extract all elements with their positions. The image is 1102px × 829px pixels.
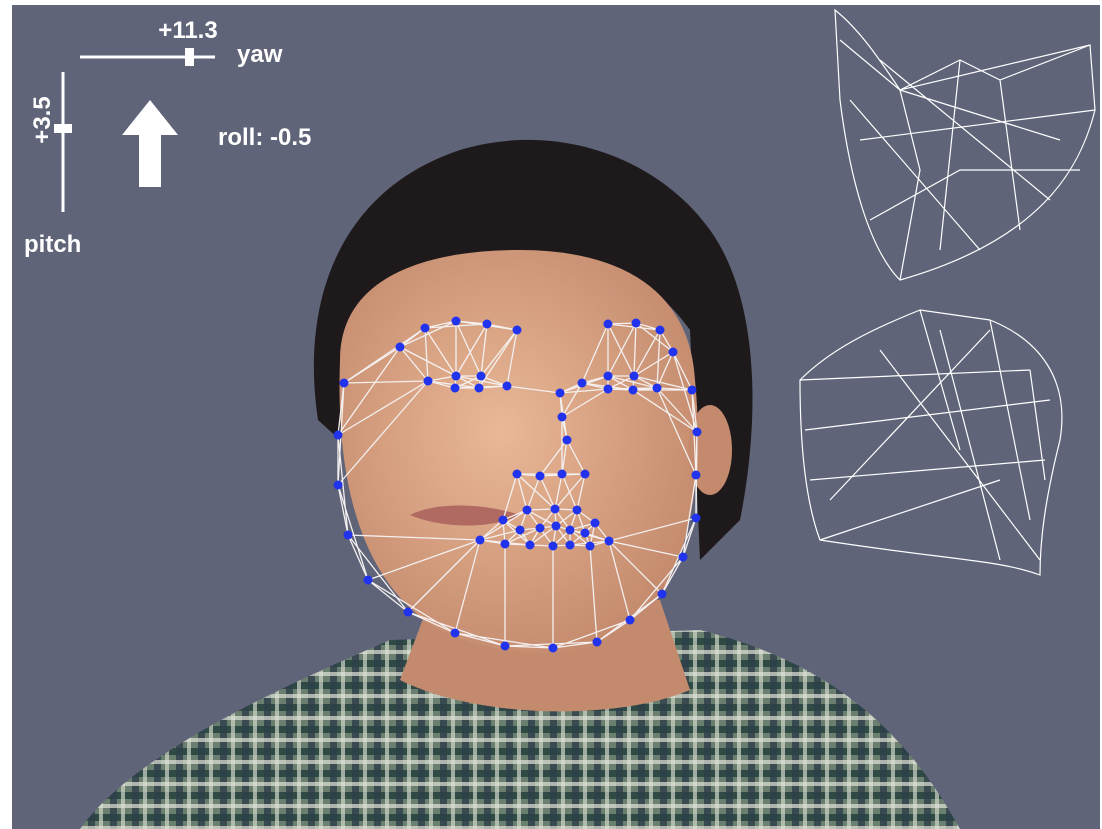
landmark (452, 372, 461, 381)
landmark (404, 608, 413, 617)
landmark (424, 377, 433, 386)
landmark (549, 644, 558, 653)
landmark (451, 629, 460, 638)
landmark (552, 522, 561, 531)
landmark (536, 524, 545, 533)
landmark (396, 343, 405, 352)
landmark (593, 638, 602, 647)
landmark (364, 576, 373, 585)
landmark (604, 372, 613, 381)
landmark (452, 317, 461, 326)
landmark (344, 531, 353, 540)
landmark (605, 537, 614, 546)
landmark (526, 541, 535, 550)
landmark (669, 348, 678, 357)
landmark (658, 590, 667, 599)
landmark (476, 536, 485, 545)
landmark (653, 384, 662, 393)
landmark (334, 481, 343, 490)
landmark (586, 542, 595, 551)
landmark (630, 372, 639, 381)
landmark (629, 386, 638, 395)
landmark (499, 516, 508, 525)
landmark (556, 389, 565, 398)
landmark (581, 529, 590, 538)
landmark (421, 324, 430, 333)
landmark (516, 526, 525, 535)
pitch-value: +3.5 (29, 96, 56, 143)
landmark (632, 319, 641, 328)
landmark (558, 470, 567, 479)
landmark (692, 514, 701, 523)
landmark (578, 379, 587, 388)
landmark (604, 320, 613, 329)
pitch-label: pitch (24, 231, 81, 258)
landmark (477, 372, 486, 381)
landmark (693, 428, 702, 437)
landmark (475, 384, 484, 393)
landmark (513, 326, 522, 335)
landmark (656, 326, 665, 335)
landmark (340, 379, 349, 388)
landmark (503, 382, 512, 391)
landmark (581, 470, 590, 479)
yaw-value: +11.3 (158, 17, 217, 44)
landmark (451, 384, 460, 393)
landmark (591, 519, 600, 528)
landmark (573, 506, 582, 515)
roll-label: roll: -0.5 (218, 124, 311, 151)
page: +11.3 yaw +3.5 pitch roll: -0.5 (() => {… (0, 0, 1102, 829)
landmark (626, 616, 635, 625)
landmark (501, 642, 510, 651)
landmark (523, 506, 532, 515)
landmark (501, 540, 510, 549)
landmark (566, 526, 575, 535)
landmark (558, 413, 567, 422)
landmark (551, 505, 560, 514)
landmark (563, 436, 572, 445)
landmark (334, 431, 343, 440)
landmark (604, 385, 613, 394)
landmark (692, 471, 701, 480)
landmark (483, 320, 492, 329)
video-frame: +11.3 yaw +3.5 pitch roll: -0.5 (0, 0, 1102, 829)
landmark (536, 472, 545, 481)
landmark (688, 386, 697, 395)
landmark (566, 541, 575, 550)
landmark (513, 470, 522, 479)
landmark (549, 542, 558, 551)
yaw-label: yaw (237, 41, 283, 68)
landmark (679, 553, 688, 562)
